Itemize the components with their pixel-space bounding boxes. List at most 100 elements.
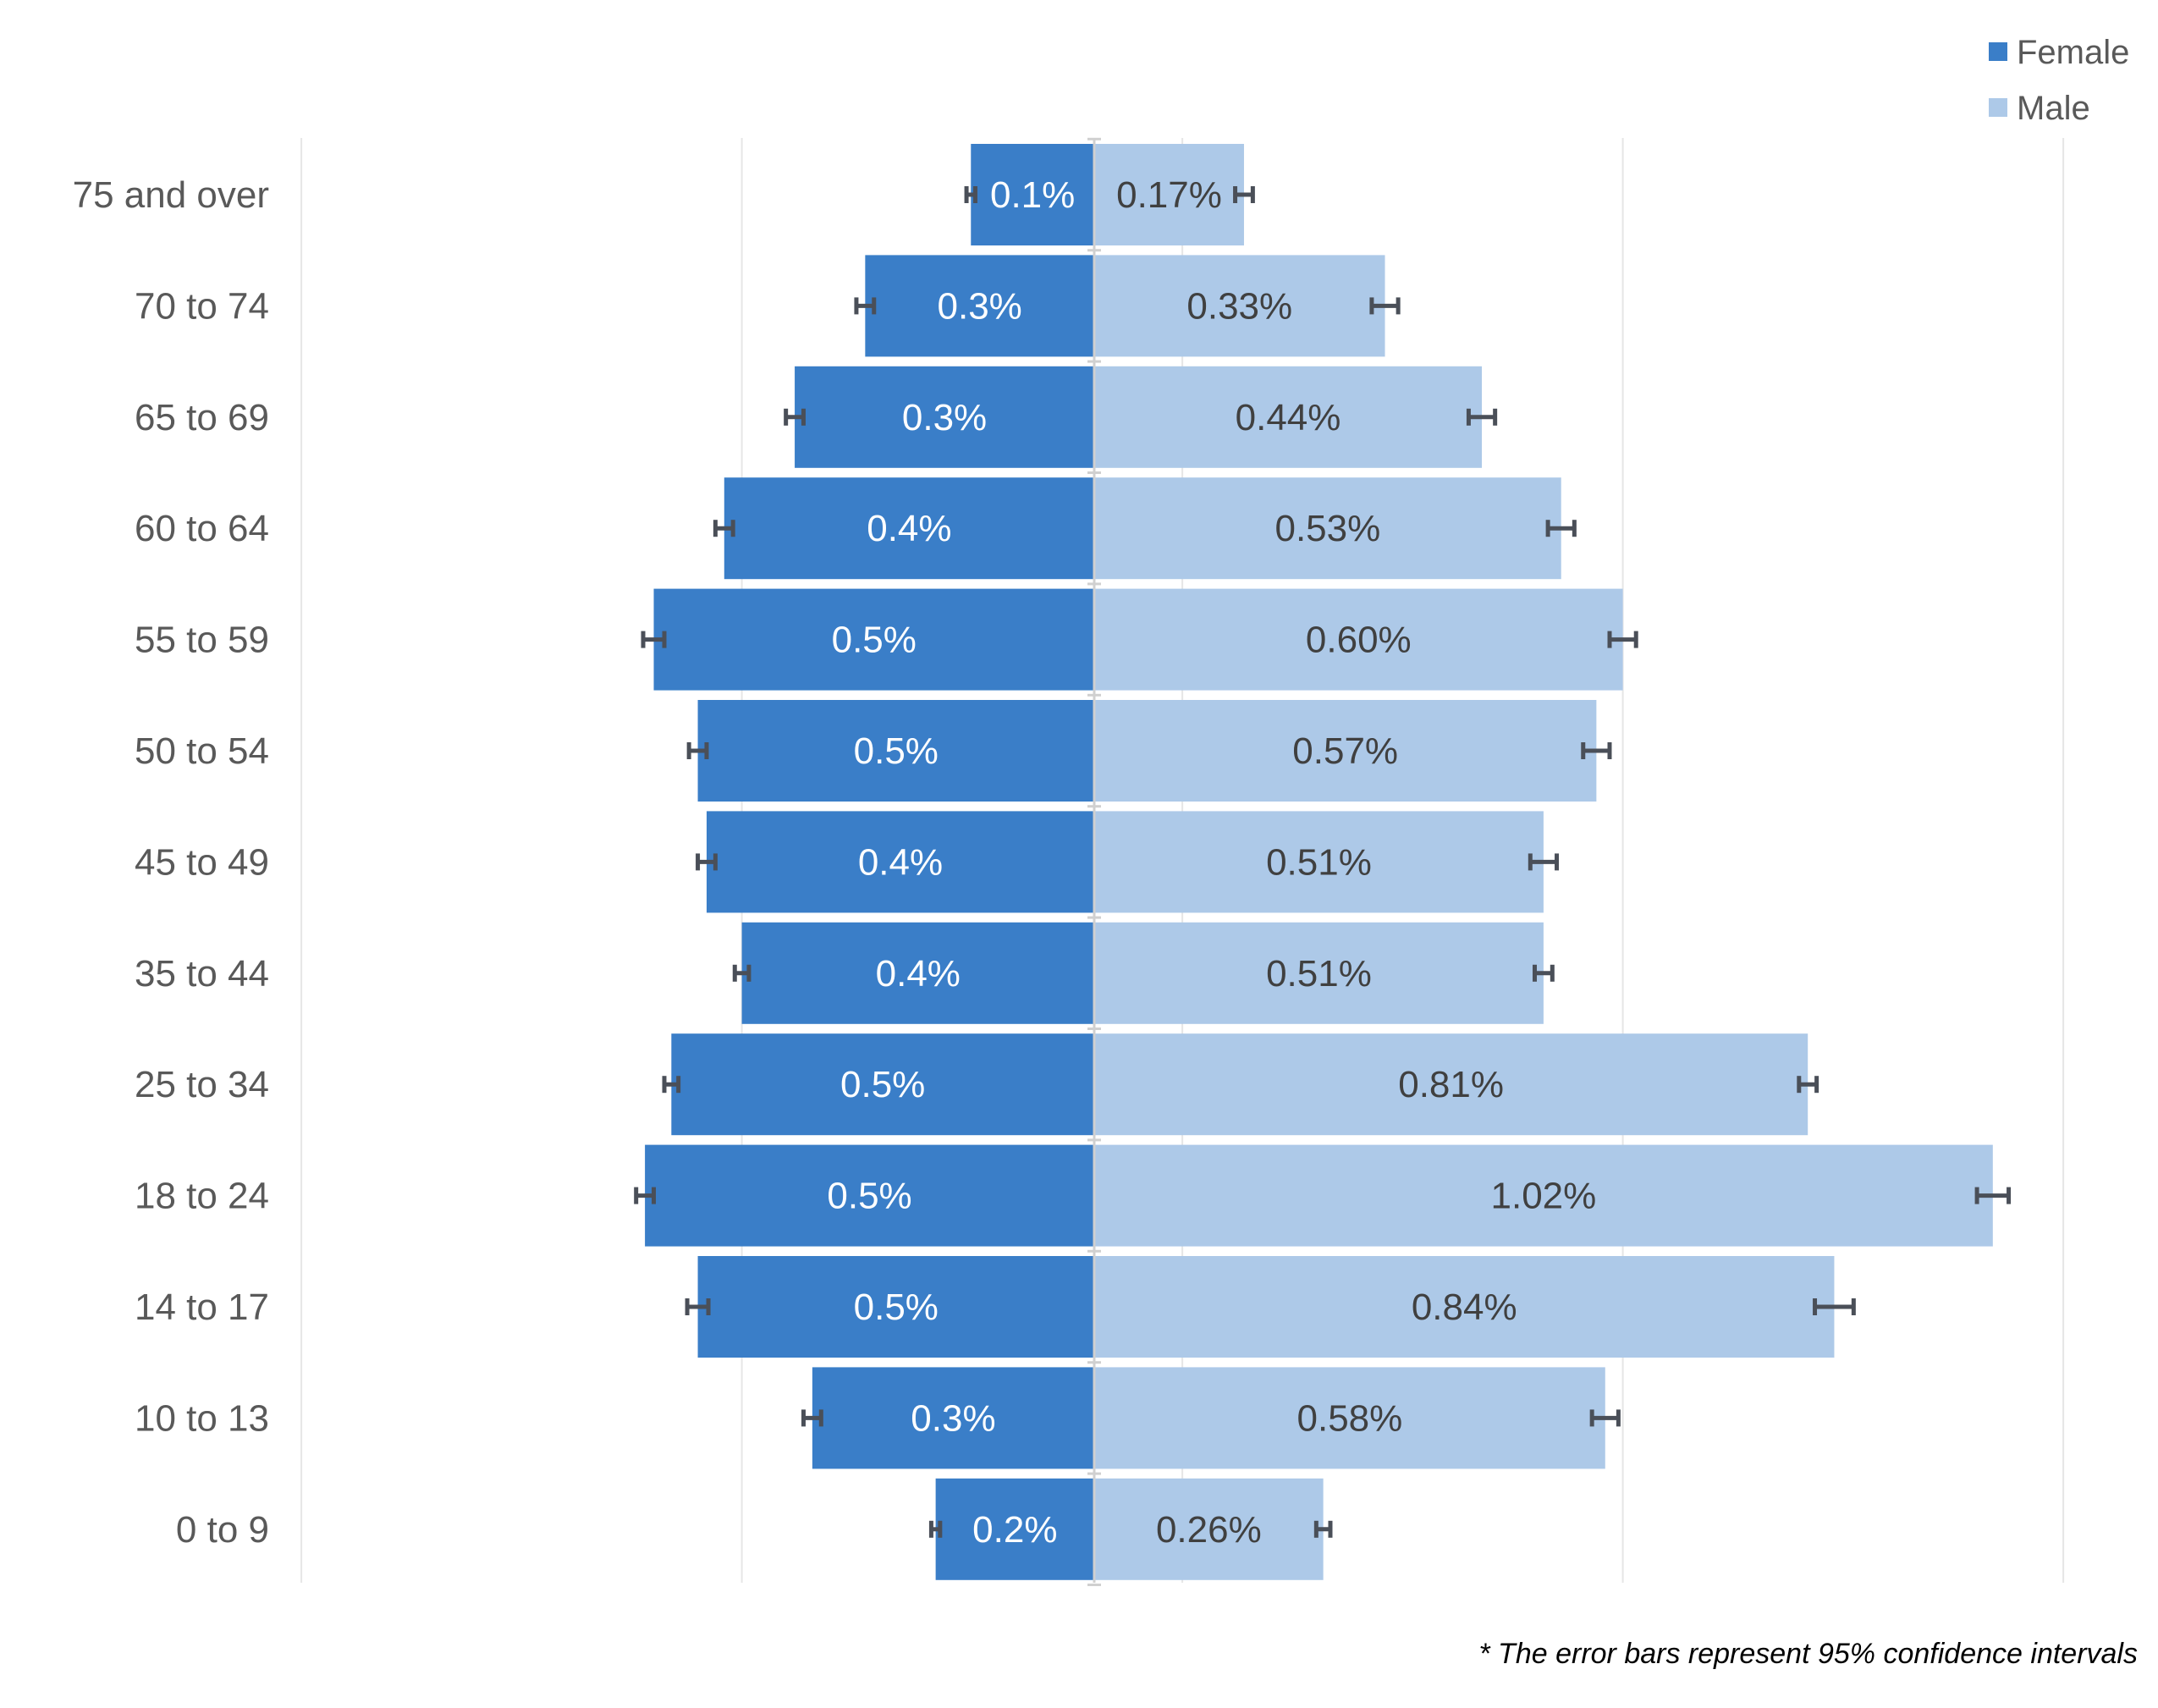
error-bar-male: [1607, 631, 1638, 648]
error-bar-male: [1313, 1520, 1333, 1538]
error-bar-female: [784, 408, 806, 426]
error-bar-female: [854, 297, 877, 315]
error-bar-male: [1233, 186, 1255, 203]
bar-male: [1094, 144, 1244, 245]
category-label: 0 to 9: [176, 1509, 269, 1551]
category-labels: 75 and over 70 to 74 65 to 69 60 to 64 55 to…: [73, 174, 269, 1551]
error-bar-female: [696, 853, 718, 871]
error-bar-male: [1528, 853, 1560, 871]
bar-female: [865, 255, 1094, 357]
error-bar-male: [1813, 1298, 1856, 1315]
data-label-female: 0.4%: [858, 841, 943, 883]
error-bar-male: [1974, 1187, 2012, 1204]
data-label-female: 0.1%: [990, 174, 1075, 216]
data-label-male: 0.60%: [1306, 620, 1412, 661]
bar-male: [1094, 588, 1623, 691]
data-label-male: 0.51%: [1266, 953, 1372, 994]
error-bar-female: [641, 631, 667, 648]
data-label-male: 0.51%: [1266, 841, 1372, 883]
error-bar-male: [1797, 1076, 1819, 1094]
data-label-female: 0.4%: [867, 508, 951, 549]
axis: [1087, 137, 1101, 1586]
error-bar-male: [1589, 1409, 1621, 1427]
footnote: * The error bars represent 95% confidenc…: [1478, 1638, 2138, 1670]
bars: [645, 144, 1993, 1580]
category-label: 55 to 59: [135, 620, 269, 661]
legend-label: Male: [2017, 90, 2090, 127]
category-label: 10 to 13: [135, 1397, 269, 1439]
data-label-male: 0.57%: [1292, 730, 1398, 772]
category-label: 60 to 64: [135, 508, 269, 549]
bar-female: [741, 922, 1094, 1024]
legend-label: Female: [2017, 34, 2129, 71]
error-bar-male: [1533, 964, 1555, 982]
legend-swatch: [1989, 42, 2007, 61]
error-bar-female: [928, 1520, 943, 1538]
category-label: 35 to 44: [135, 953, 269, 994]
category-label: 75 and over: [73, 174, 269, 216]
bar-female: [971, 144, 1094, 245]
error-bar-female: [732, 964, 751, 982]
bar-female: [795, 366, 1094, 468]
data-label-female: 0.5%: [854, 730, 939, 772]
bar-female: [812, 1367, 1094, 1469]
bar-male: [1094, 1144, 1993, 1247]
error-bar-male: [1466, 408, 1498, 426]
data-label-male: 0.17%: [1116, 174, 1222, 216]
bar-female: [706, 811, 1094, 913]
error-bar-female: [662, 1076, 681, 1094]
category-label: 45 to 49: [135, 841, 269, 883]
data-label-female: 0.5%: [854, 1287, 939, 1328]
error-bar-male: [1545, 520, 1577, 537]
category-label: 25 to 34: [135, 1064, 269, 1105]
bar-male: [1094, 255, 1385, 357]
legend-item-male[interactable]: Male: [1989, 90, 2090, 127]
data-label-male: 0.81%: [1398, 1064, 1504, 1105]
bar-female: [671, 1033, 1094, 1136]
data-label-male: 0.84%: [1412, 1287, 1517, 1328]
error-bar-male: [1369, 297, 1401, 315]
legend-item-female[interactable]: Female: [1989, 34, 2129, 71]
data-label-female: 0.5%: [832, 620, 917, 661]
bar-female: [935, 1478, 1094, 1580]
error-bar-male: [1581, 742, 1612, 759]
data-label-female: 0.2%: [972, 1509, 1057, 1551]
data-label-male: 0.26%: [1156, 1509, 1262, 1551]
data-label-female: 0.3%: [902, 397, 987, 438]
bar-female: [697, 1256, 1094, 1358]
category-label: 50 to 54: [135, 730, 269, 772]
bar-male: [1094, 811, 1544, 913]
bar-male: [1094, 1367, 1605, 1469]
data-label-male: 1.02%: [1491, 1176, 1597, 1217]
legend[interactable]: Female Male: [1989, 34, 2129, 127]
data-label-male: 0.33%: [1186, 285, 1292, 327]
bar-female: [697, 700, 1094, 802]
data-label-female: 0.3%: [938, 285, 1022, 327]
category-label: 18 to 24: [135, 1176, 269, 1217]
error-bar-female: [686, 742, 709, 759]
bar-male: [1094, 1478, 1324, 1580]
bar-female: [645, 1144, 1094, 1247]
bar-male: [1094, 1256, 1835, 1358]
data-label-male: 0.53%: [1274, 508, 1380, 549]
error-bar-female: [801, 1409, 823, 1427]
data-label-female: 0.3%: [911, 1397, 995, 1439]
bar-female: [724, 477, 1094, 580]
bar-male: [1094, 1033, 1808, 1136]
bar-male: [1094, 700, 1597, 802]
bar-male: [1094, 477, 1561, 580]
category-label: 65 to 69: [135, 397, 269, 438]
category-label: 70 to 74: [135, 285, 269, 327]
error-bar-female: [685, 1298, 711, 1315]
error-bar-female: [713, 520, 735, 537]
data-label-female: 0.4%: [876, 953, 961, 994]
error-bar-female: [634, 1187, 656, 1204]
data-label-female: 0.5%: [827, 1176, 911, 1217]
bar-male: [1094, 922, 1544, 1024]
data-label-male: 0.58%: [1297, 1397, 1403, 1439]
legend-swatch: [1989, 98, 2007, 117]
data-label-male: 0.44%: [1236, 397, 1341, 438]
data-labels: 0.1% 0.17% 0.3% 0.33% 0.3% 0.44% 0.4% 0.53% 0.5%…: [827, 174, 1596, 1551]
